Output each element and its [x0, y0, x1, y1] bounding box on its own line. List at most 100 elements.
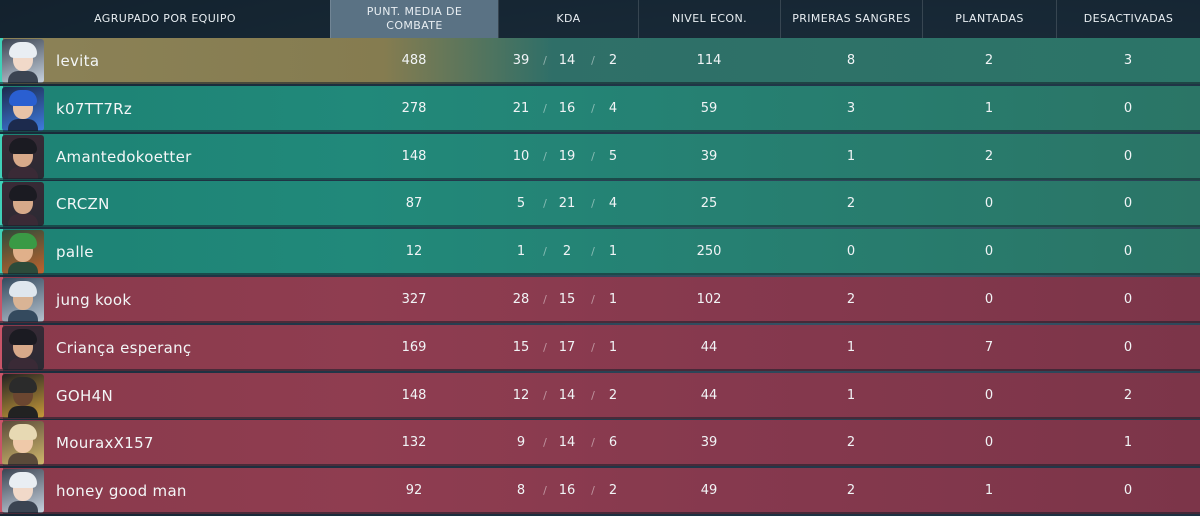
- econ-value: 44: [700, 387, 718, 403]
- acs-value: 148: [401, 148, 427, 164]
- header-group-label: AGRUPADO POR EQUIPO: [94, 12, 236, 25]
- acs-value: 132: [401, 435, 427, 451]
- first-bloods-value: 2: [846, 196, 856, 212]
- agent-portrait-blue-hair-icon: [2, 86, 44, 131]
- team-accent-bar: [0, 372, 3, 419]
- deaths-value: 15: [558, 292, 576, 307]
- player-row[interactable]: CRCZN 87 5 21 4 / / 25 2 0 0: [0, 181, 1200, 228]
- kda-separator: /: [591, 197, 595, 211]
- kills-value: 9: [516, 435, 526, 451]
- acs-value: 92: [405, 483, 423, 499]
- kda-separator: /: [543, 101, 547, 115]
- plants-value: 1: [984, 100, 994, 116]
- row-divider: [0, 177, 1200, 180]
- kda-separator: /: [591, 340, 595, 354]
- player-row[interactable]: honey good man 92 8 16 2 / / 49 2 1 0: [0, 468, 1200, 515]
- kda-separator: /: [591, 293, 595, 306]
- agent-portrait-dark-hair-icon: [2, 325, 44, 370]
- deaths-value: 16: [558, 483, 576, 499]
- kda-separator: /: [591, 149, 595, 163]
- deaths-value: 21: [558, 196, 576, 212]
- player-row[interactable]: jung kook 327 28 15 1 / / 102 2 0 0: [0, 277, 1200, 323]
- defuses-value: 0: [1123, 339, 1133, 355]
- kda-separator: /: [591, 245, 595, 259]
- agent-portrait-dark-hair-icon: [2, 134, 44, 179]
- plants-value: 0: [984, 387, 994, 403]
- agent-portrait-blond-icon: [2, 421, 44, 466]
- team-accent-bar: [0, 85, 3, 132]
- header-acs[interactable]: PUNT. MEDIA DE COMBATE: [330, 0, 498, 38]
- defuses-value: 1: [1123, 435, 1133, 451]
- header-kda[interactable]: KDA: [498, 0, 638, 38]
- player-row[interactable]: Criança esperanç 169 15 17 1//44 1 7 0: [0, 324, 1200, 371]
- kda-separator: /: [591, 484, 595, 498]
- player-row[interactable]: MouraxX157 132 9 14 6//39 2 0 1: [0, 420, 1200, 467]
- assists-value: 1: [608, 244, 618, 260]
- player-name: honey good man: [56, 482, 187, 501]
- team-accent-bar: [0, 420, 3, 467]
- kda-separator: /: [543, 436, 547, 450]
- first-bloods-value: 1: [846, 339, 856, 355]
- econ-value: 102: [696, 292, 722, 307]
- deaths-value: 16: [558, 100, 576, 116]
- kills-value: 28: [512, 292, 530, 307]
- team-accent-bar: [0, 133, 3, 180]
- header-econ[interactable]: NIVEL ECON.: [638, 0, 780, 38]
- plants-value: 0: [984, 292, 994, 307]
- acs-value: 278: [401, 100, 427, 116]
- plants-value: 0: [984, 435, 994, 451]
- agent-portrait-white-hair-icon: [2, 278, 44, 322]
- header-first-bloods[interactable]: PRIMERAS SANGRES: [780, 0, 922, 38]
- player-name: levita: [56, 52, 100, 70]
- player-row[interactable]: palle 12 1 2 1//250 0 0 0: [0, 229, 1200, 276]
- player-name: Criança esperanç: [56, 338, 192, 357]
- header-defuses[interactable]: DESACTIVADAS: [1056, 0, 1200, 38]
- kda-separator: /: [543, 340, 547, 354]
- assists-value: 1: [608, 292, 618, 307]
- kills-value: 21: [512, 100, 530, 116]
- agent-portrait-light-hair-icon: [2, 39, 44, 83]
- kda-separator: /: [543, 54, 547, 67]
- assists-value: 5: [608, 148, 618, 164]
- scoreboard-header: AGRUPADO POR EQUIPO PUNT. MEDIA DE COMBA…: [0, 0, 1200, 38]
- header-first-bloods-label: PRIMERAS SANGRES: [792, 12, 911, 25]
- kda-separator: /: [543, 293, 547, 306]
- kda-separator: /: [591, 436, 595, 450]
- player-row[interactable]: k07TT7Rz 278 21 16 4 / / 59 3 1 0: [0, 85, 1200, 132]
- acs-value: 327: [401, 292, 427, 307]
- first-bloods-value: 8: [846, 53, 856, 68]
- kills-value: 12: [512, 387, 530, 403]
- player-row[interactable]: Amantedokoetter 148 10 19 5 / / 39 1 2 0: [0, 133, 1200, 180]
- row-divider: [0, 321, 1200, 323]
- agent-portrait-headband-icon: [2, 230, 44, 275]
- player-row[interactable]: levita 488 39 14 2 / / 114 8 2 3: [0, 38, 1200, 84]
- econ-value: 25: [700, 196, 718, 212]
- team-accent-bar: [0, 38, 3, 84]
- player-row[interactable]: GOH4N 148 12 14 2 / / 44 1 0 2: [0, 372, 1200, 419]
- team-accent-bar: [0, 181, 3, 228]
- header-defuses-label: DESACTIVADAS: [1083, 12, 1174, 25]
- deaths-value: 14: [558, 435, 576, 451]
- kda-separator: /: [543, 245, 547, 259]
- acs-value: 488: [401, 53, 427, 68]
- first-bloods-value: 1: [846, 387, 856, 403]
- row-divider: [0, 416, 1200, 419]
- deaths-value: 2: [562, 244, 572, 260]
- kda-separator: /: [543, 484, 547, 498]
- player-name: MouraxX157: [56, 434, 154, 453]
- deaths-value: 14: [558, 53, 576, 68]
- acs-value: 148: [401, 387, 427, 403]
- defuses-value: 0: [1123, 148, 1133, 164]
- kills-value: 39: [512, 53, 530, 68]
- header-acs-label: PUNT. MEDIA DE COMBATE: [366, 5, 463, 32]
- kills-value: 8: [516, 483, 526, 499]
- header-group-by-team[interactable]: AGRUPADO POR EQUIPO: [0, 0, 330, 38]
- row-divider: [0, 368, 1200, 371]
- first-bloods-value: 0: [846, 244, 856, 260]
- assists-value: 1: [608, 339, 618, 355]
- agent-portrait-dark-hair-icon: [2, 182, 44, 227]
- econ-value: 39: [700, 435, 718, 451]
- header-plants[interactable]: PLANTADAS: [922, 0, 1056, 38]
- team-accent-bar: [0, 324, 3, 371]
- plants-value: 7: [984, 339, 994, 355]
